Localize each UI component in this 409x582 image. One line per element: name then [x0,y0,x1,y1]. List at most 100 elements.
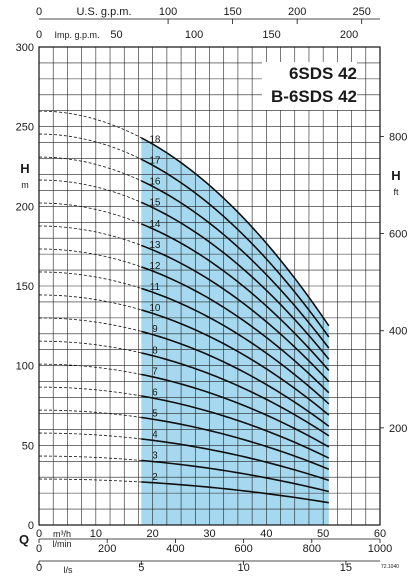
top-imp-axis-tick: 150 [262,29,280,41]
stage-curve-18 [140,137,330,327]
top-us-axis-tick: 150 [223,6,241,18]
stage-curve-14 [140,223,330,371]
bottom-lmin-tick: 400 [166,543,184,555]
bottom-lmin-tick: 800 [303,543,321,555]
bottom-m3h-tick: 10 [90,528,102,540]
top-imp-axis-tick: 50 [110,29,122,41]
stage-label-6: 6 [152,387,158,398]
bottom-m3h-tick: 30 [203,528,215,540]
stage-curve-dashed-10 [38,294,142,311]
bottom-lmin-tick: 200 [98,543,116,555]
bottom-ls-tick: 10 [237,562,249,574]
bottom-m3h-tick: 20 [147,528,159,540]
stage-curve-dashed-5 [38,409,142,418]
right-axis-tick: 400 [389,326,407,338]
left-axis-tick: 150 [16,281,34,293]
left-axis-tick: 0 [28,520,34,532]
stage-curve-13 [141,244,330,383]
stage-curve-dashed-16 [38,156,142,182]
stage-curve-dashed-6 [38,386,142,397]
stage-label-9: 9 [152,324,158,335]
right-axis-tick: 200 [389,423,407,435]
top-imp-axis-label: Imp. g.p.m. [54,30,99,40]
left-axis-tick: 200 [16,201,34,213]
stage-curve-dashed-14 [38,202,142,225]
title-line-1: 6SDS 42 [289,64,357,83]
stage-curve-2 [141,481,329,504]
bottom-ls-tick: 5 [138,562,144,574]
top-us-axis-tick: 200 [288,6,306,18]
stage-label-7: 7 [152,366,158,377]
stage-curve-dashed-15 [38,179,142,203]
bottom-m3h-tick: 60 [374,528,386,540]
stage-curve-16 [140,180,330,349]
stage-curve-dashed-4 [39,432,142,440]
title-line-2: B-6SDS 42 [271,87,357,106]
stage-label-18: 18 [149,134,161,145]
title-background [262,62,357,110]
stage-label-5: 5 [152,409,158,420]
stage-label-4: 4 [152,430,158,441]
stage-label-15: 15 [149,198,161,209]
right-axis-unit: ft [393,187,399,197]
stage-label-8: 8 [152,345,158,356]
stage-label-2: 2 [152,472,158,483]
bottom-ls-tick: 0 [36,562,42,574]
bottom-m3h-tick: 40 [260,528,272,540]
stage-label-11: 11 [150,282,161,293]
top-imp-axis-tick: 100 [185,29,203,41]
top-us-axis-tick: 100 [159,6,177,18]
chart-code: 72.1040 [381,564,399,570]
stage-label-13: 13 [149,240,161,251]
left-axis-name: H [20,161,29,176]
stage-curve-dashed-18 [38,110,142,139]
stage-curve-6 [141,395,330,459]
top-imp-axis-zero: 0 [36,29,42,41]
top-us-axis-zero: 0 [36,6,42,18]
top-us-axis-tick: 250 [353,6,371,18]
left-axis-tick: 250 [16,122,34,134]
stage-curve-dashed-13 [38,225,142,246]
right-axis-name: H [391,168,400,183]
stage-curve-dashed-17 [38,133,142,160]
stage-curve-dashed-8 [38,340,142,354]
stage-curve-5 [141,416,330,470]
stage-curve-4 [141,438,330,482]
bottom-lmin-tick: 0 [36,543,42,555]
stage-label-12: 12 [149,261,161,272]
stage-curve-11 [141,287,330,405]
left-axis-tick: 50 [22,440,34,452]
bottom-q-label: Q [19,532,29,547]
stage-label-17: 17 [149,156,161,167]
stage-curve-8 [141,352,330,437]
left-axis-tick: 300 [16,42,34,54]
top-us-axis-label: U.S. g.p.m. [76,6,131,18]
stage-curve-dashed-7 [38,363,142,375]
bottom-ls-tick: 15 [340,562,352,574]
stage-curve-dashed-9 [38,317,142,332]
bottom-m3h-tick: 50 [317,528,329,540]
stage-label-14: 14 [149,219,161,230]
stage-curve-17 [140,158,330,338]
stage-curve-9 [141,330,330,427]
top-imp-axis-tick: 200 [340,29,358,41]
left-axis-unit: m [21,180,29,190]
left-axis-tick: 100 [16,361,34,373]
bottom-lmin-tick: 600 [234,543,252,555]
stage-curve-12 [141,266,330,394]
stage-label-10: 10 [149,303,161,314]
bottom-m3h-tick: 0 [36,528,42,540]
stage-curve-dashed-11 [38,271,142,289]
stage-curve-7 [141,373,330,448]
stage-label-16: 16 [149,177,161,188]
stage-curve-15 [140,201,330,360]
stage-curve-dashed-2 [38,478,142,483]
bottom-lmin-unit: l/min [52,539,71,549]
bottom-ls-unit: l/s [64,565,74,575]
right-axis-tick: 600 [389,229,407,241]
right-axis-tick: 800 [389,131,407,143]
stage-curve-dashed-12 [38,248,142,268]
bottom-lmin-tick: 1000 [368,543,392,555]
